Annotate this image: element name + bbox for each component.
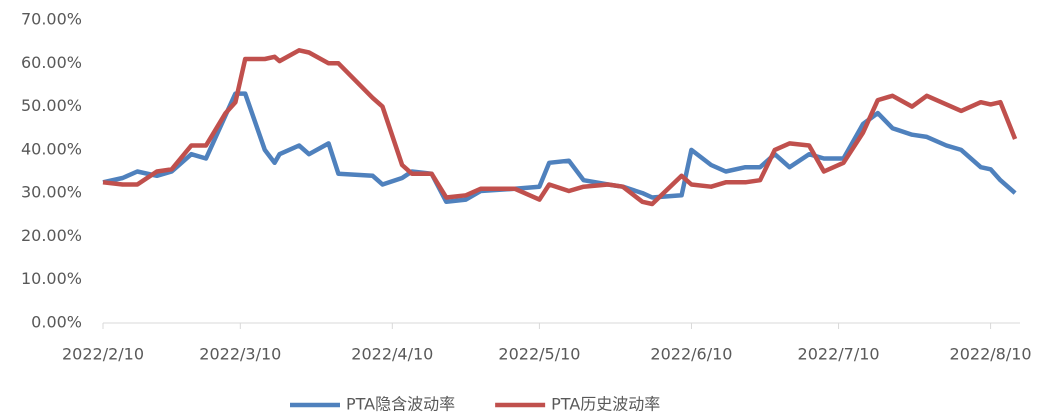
y-tick-label: 70.00% xyxy=(21,10,82,29)
y-tick-label: 60.00% xyxy=(21,53,82,72)
y-tick-label: 30.00% xyxy=(21,183,82,202)
series-line xyxy=(102,48,1018,207)
y-tick-label: 0.00% xyxy=(31,313,82,332)
series-line xyxy=(102,91,1017,205)
y-tick-label: 40.00% xyxy=(21,139,82,158)
x-tick-label: 2022/7/10 xyxy=(798,345,880,364)
legend-label: PTA历史波动率 xyxy=(551,395,660,414)
x-tick-label: 2022/2/10 xyxy=(62,345,144,364)
x-tick-label: 2022/6/10 xyxy=(650,345,732,364)
y-tick-label: 50.00% xyxy=(21,96,82,115)
legend-label: PTA隐含波动率 xyxy=(346,395,455,414)
y-tick-label: 10.00% xyxy=(21,269,82,288)
y-tick-label: 20.00% xyxy=(21,226,82,245)
x-tick-label: 2022/3/10 xyxy=(199,345,281,364)
x-tick-label: 2022/5/10 xyxy=(498,345,580,364)
x-tick-label: 2022/4/10 xyxy=(351,345,433,364)
x-tick-label: 2022/8/10 xyxy=(950,345,1032,364)
